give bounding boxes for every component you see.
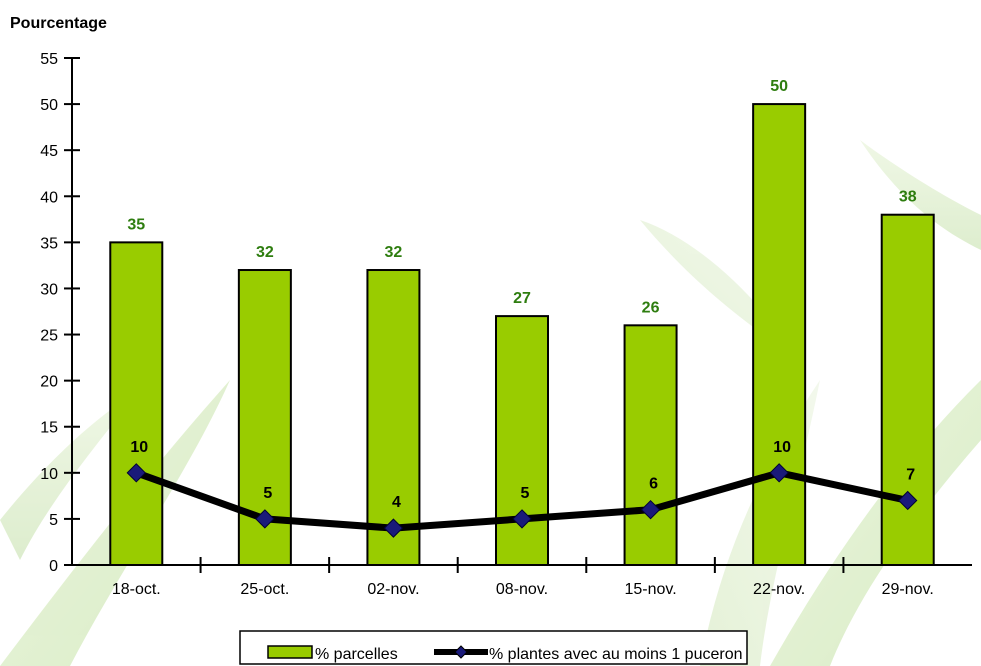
x-tick-label: 02-nov. bbox=[367, 581, 419, 598]
y-tick-label: 10 bbox=[40, 466, 58, 483]
line-marker bbox=[769, 463, 789, 483]
bar bbox=[752, 103, 807, 566]
y-tick-label: 5 bbox=[49, 512, 58, 529]
line-data-label: 7 bbox=[906, 466, 915, 483]
line-marker bbox=[255, 509, 275, 529]
y-axis: 0 5 10 15 20 25 30 35 40 45 50 55 bbox=[40, 51, 80, 575]
legend-box bbox=[239, 630, 748, 665]
line-marker bbox=[126, 463, 146, 483]
y-axis-title: Pourcentage bbox=[10, 15, 107, 32]
bar-data-labels: 35 32 32 27 26 50 38 bbox=[127, 78, 916, 316]
bar bbox=[880, 213, 935, 567]
line-marker bbox=[383, 518, 404, 538]
x-tick-label: 22-nov. bbox=[753, 581, 805, 598]
line-data-label: 6 bbox=[649, 476, 658, 493]
bar-data-label: 32 bbox=[256, 244, 274, 261]
bar-data-label: 26 bbox=[642, 299, 660, 316]
x-tick-label: 25-oct. bbox=[240, 581, 289, 598]
y-tick-label: 15 bbox=[40, 420, 58, 437]
bar-data-label: 27 bbox=[513, 290, 531, 307]
line-marker bbox=[640, 499, 661, 520]
line-marker bbox=[512, 509, 532, 529]
legend-bar-swatch bbox=[267, 645, 313, 659]
y-tick-label: 50 bbox=[40, 97, 58, 114]
line-data-label: 5 bbox=[263, 485, 272, 502]
bar bbox=[623, 324, 678, 566]
x-tick-label: 29-nov. bbox=[882, 581, 934, 598]
y-tick-label: 55 bbox=[40, 51, 58, 68]
line-marker bbox=[898, 490, 918, 511]
legend-diamond-marker bbox=[454, 645, 468, 659]
line-data-label: 5 bbox=[521, 485, 530, 502]
y-tick-label: 30 bbox=[40, 281, 58, 298]
bar-data-label: 32 bbox=[385, 244, 403, 261]
x-axis: 18-oct. 25-oct. 02-nov. 08-nov. 15-nov. 22-no… bbox=[112, 557, 934, 598]
line-data-label: 10 bbox=[773, 439, 791, 456]
y-tick-label: 25 bbox=[40, 328, 58, 345]
y-tick-label: 0 bbox=[49, 558, 58, 575]
x-tick-label: 08-nov. bbox=[496, 581, 548, 598]
y-tick-label: 45 bbox=[40, 143, 58, 160]
bar-data-label: 35 bbox=[127, 216, 145, 233]
bar-data-label: 38 bbox=[899, 189, 917, 206]
line-data-label: 10 bbox=[130, 439, 148, 456]
bar bbox=[109, 241, 164, 566]
legend-label-parcelles: % parcelles bbox=[315, 646, 398, 663]
y-tick-label: 40 bbox=[40, 189, 58, 206]
y-tick-label: 35 bbox=[40, 235, 58, 252]
bar-data-label: 50 bbox=[770, 78, 788, 95]
legend-label-plantes: % plantes avec au moins 1 puceron bbox=[489, 646, 742, 663]
y-tick-label: 20 bbox=[40, 374, 58, 391]
legend: % parcelles % plantes avec au moins 1 pu… bbox=[239, 630, 748, 665]
x-tick-label: 18-oct. bbox=[112, 581, 161, 598]
line-data-label: 4 bbox=[392, 494, 401, 511]
bar bbox=[366, 269, 421, 566]
line-data-labels: 10 5 4 5 6 10 7 bbox=[130, 439, 915, 511]
line-series bbox=[126, 463, 918, 538]
x-tick-label: 15-nov. bbox=[624, 581, 676, 598]
